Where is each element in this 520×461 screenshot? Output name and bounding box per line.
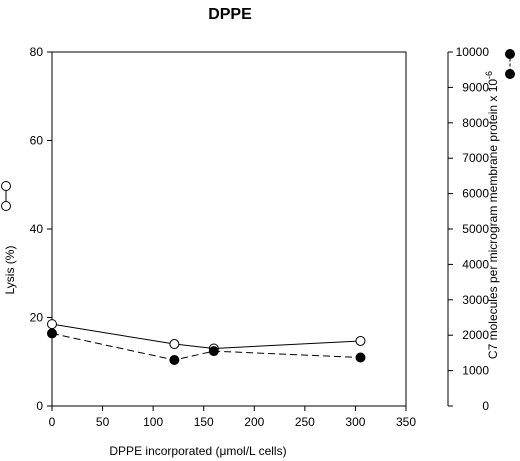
series-2-point bbox=[169, 354, 180, 365]
series-layer bbox=[47, 319, 366, 365]
y-left-axis-label: Lysis (%) bbox=[3, 246, 17, 295]
series-1-point bbox=[47, 319, 57, 330]
y-right-tick-label: 7000 bbox=[462, 151, 489, 165]
x-tick-label: 200 bbox=[244, 415, 264, 429]
y-left-tick-label: 80 bbox=[30, 45, 44, 59]
right-legend-filled-circle bbox=[505, 49, 515, 79]
y-right-axis-label-text: C7 molecules per microgram membrane prot… bbox=[486, 79, 500, 359]
series-2-point bbox=[47, 328, 57, 339]
y-left-axis-ticks: 0 20 40 60 80 bbox=[30, 45, 52, 413]
y-right-tick-label: 6000 bbox=[462, 187, 489, 201]
x-tick-label: 350 bbox=[396, 415, 416, 429]
x-axis-ticks: 0 50 100 150 200 250 300 350 bbox=[49, 406, 416, 429]
series-1-line bbox=[51, 323, 361, 349]
series-2-point bbox=[208, 346, 219, 357]
y-right-tick-label: 10000 bbox=[456, 45, 490, 59]
y-right-tick-label: 9000 bbox=[462, 80, 489, 94]
x-tick-label: 50 bbox=[96, 415, 110, 429]
legend-filled-circle-top bbox=[505, 49, 515, 59]
y-right-tick-label: 0 bbox=[482, 399, 489, 413]
legend-open-circle-top bbox=[1, 181, 11, 191]
y-right-axis-label-superscript: -6 bbox=[484, 71, 494, 79]
y-right-tick-label: 4000 bbox=[462, 257, 489, 271]
chart-title: DPPE bbox=[208, 6, 252, 23]
y-right-tick-label: 1000 bbox=[462, 364, 489, 378]
legend-open-circle-bottom bbox=[1, 201, 11, 211]
y-right-tick-label: 2000 bbox=[462, 328, 489, 342]
y-left-tick-label: 0 bbox=[36, 399, 43, 413]
x-tick-label: 250 bbox=[295, 415, 315, 429]
y-right-tick-label: 5000 bbox=[462, 222, 489, 236]
y-right-tick-label: 8000 bbox=[462, 116, 489, 130]
y-left-tick-label: 40 bbox=[30, 222, 44, 236]
y-right-axis-label: C7 molecules per microgram membrane prot… bbox=[484, 71, 500, 359]
legend-filled-circle-bottom bbox=[505, 69, 515, 79]
x-tick-label: 300 bbox=[345, 415, 365, 429]
plot-frame bbox=[51, 51, 407, 407]
x-tick-label: 100 bbox=[143, 415, 163, 429]
x-axis-label: DPPE incorporated (μmol/L cells) bbox=[109, 444, 286, 458]
left-legend-open-circle bbox=[1, 181, 11, 211]
series-2-line bbox=[51, 332, 361, 361]
y-left-tick-label: 60 bbox=[30, 134, 44, 148]
x-tick-label: 0 bbox=[49, 415, 56, 429]
y-right-axis-ticks: 0 1000 2000 3000 4000 5000 6000 7000 8000 9000 100… bbox=[448, 45, 489, 413]
series-1-point bbox=[355, 335, 366, 346]
series-2-point bbox=[355, 352, 366, 363]
y-left-tick-label: 20 bbox=[30, 311, 44, 325]
x-tick-label: 150 bbox=[194, 415, 214, 429]
series-1-point bbox=[169, 339, 180, 350]
y-right-tick-label: 3000 bbox=[462, 293, 489, 307]
